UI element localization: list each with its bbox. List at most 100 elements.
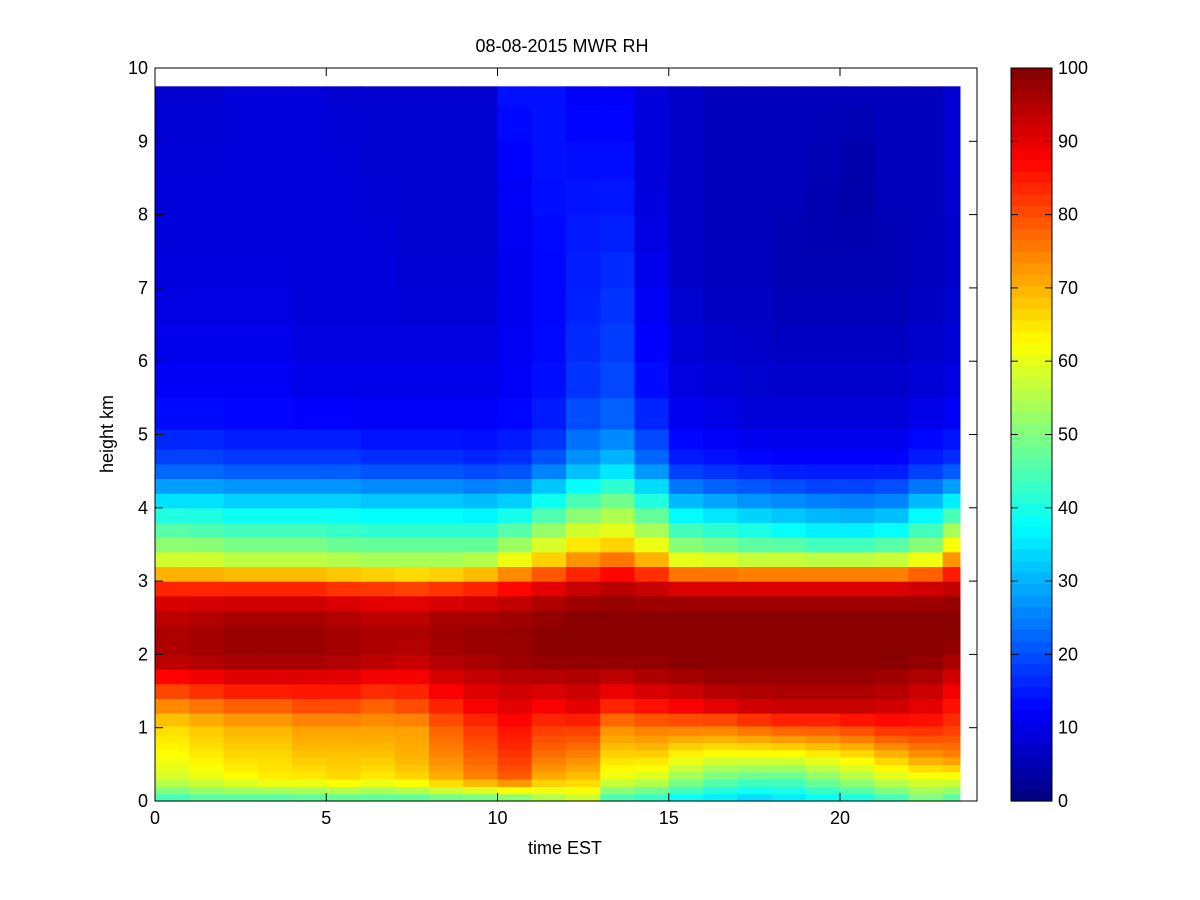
- y-tick-label: 2: [138, 644, 148, 664]
- heatmap-cell: [292, 104, 327, 142]
- heatmap-cell: [326, 749, 362, 758]
- heatmap-cell: [908, 141, 944, 179]
- heatmap-cell: [771, 595, 807, 612]
- heatmap-cell: [942, 522, 961, 538]
- heatmap-cell: [223, 595, 259, 612]
- heatmap-cell: [360, 698, 396, 714]
- heatmap-cell: [155, 397, 190, 430]
- heatmap-cell: [326, 324, 362, 362]
- heatmap-cell: [497, 764, 533, 773]
- heatmap-cell: [155, 463, 190, 480]
- heatmap-cell: [497, 779, 533, 787]
- heatmap-cell: [223, 463, 259, 480]
- heatmap-cell: [257, 251, 293, 289]
- heatmap-cell: [771, 735, 807, 743]
- heatmap-cell: [737, 625, 773, 641]
- colorbar-segment: [1011, 251, 1052, 264]
- heatmap-cell: [257, 610, 293, 626]
- heatmap-cell: [600, 669, 636, 685]
- heatmap-cell: [874, 493, 910, 509]
- heatmap-cell: [840, 683, 875, 699]
- colorbar-segment: [1011, 491, 1052, 504]
- heatmap-cell: [394, 669, 430, 685]
- heatmap-cell: [737, 595, 773, 612]
- heatmap-cell: [223, 742, 259, 751]
- heatmap-cell: [394, 713, 430, 727]
- y-axis-label: height km: [97, 395, 117, 473]
- heatmap-cell: [600, 742, 636, 751]
- colorbar-segment: [1011, 148, 1052, 161]
- heatmap-cell: [942, 764, 961, 773]
- colorbar-segment: [1011, 778, 1052, 791]
- heatmap-cell: [908, 551, 944, 568]
- heatmap-cell: [429, 214, 464, 252]
- heatmap-cell: [668, 478, 704, 494]
- heatmap-cell: [668, 177, 704, 216]
- heatmap-cell: [908, 522, 944, 538]
- heatmap-cell: [360, 86, 396, 106]
- heatmap-cell: [360, 566, 396, 582]
- heatmap-cell: [566, 86, 601, 106]
- heatmap-cell: [703, 287, 738, 326]
- colorbar: [1011, 68, 1052, 802]
- heatmap-cell: [223, 429, 259, 450]
- heatmap-cell: [771, 725, 807, 736]
- heatmap-cell: [394, 610, 430, 626]
- heatmap-cell: [634, 779, 670, 787]
- heatmap-cell: [805, 361, 841, 399]
- heatmap-cell: [394, 683, 430, 699]
- colorbar-segment: [1011, 675, 1052, 688]
- heatmap-cell: [326, 86, 362, 106]
- heatmap-cell: [737, 251, 773, 289]
- heatmap-cell: [874, 287, 910, 326]
- heatmap-cell: [531, 493, 567, 509]
- heatmap-cell: [326, 287, 362, 326]
- heatmap-cell: [223, 478, 259, 494]
- y-tick-label: 8: [138, 205, 148, 225]
- heatmap-cell: [874, 625, 910, 641]
- heatmap-cell: [600, 786, 636, 795]
- heatmap-cell: [429, 764, 464, 773]
- heatmap-cell: [668, 698, 704, 714]
- heatmap-cell: [463, 698, 499, 714]
- heatmap-cell: [840, 793, 875, 802]
- heatmap-cell: [155, 478, 190, 494]
- heatmap-cell: [292, 361, 327, 399]
- heatmap-cell: [360, 771, 396, 780]
- heatmap-cell: [360, 779, 396, 787]
- heatmap-cell: [531, 478, 567, 494]
- heatmap-cell: [908, 581, 944, 597]
- colorbar-segment: [1011, 411, 1052, 424]
- heatmap-cell: [223, 654, 259, 670]
- heatmap-cell: [429, 463, 464, 480]
- heatmap-cell: [566, 566, 601, 582]
- heatmap-cell: [634, 214, 670, 252]
- heatmap-cell: [840, 493, 875, 509]
- heatmap-cell: [840, 654, 875, 670]
- heatmap-cell: [326, 104, 362, 142]
- heatmap-cell: [668, 764, 704, 773]
- heatmap-cell: [771, 625, 807, 641]
- heatmap-cell: [634, 361, 670, 399]
- heatmap-cell: [394, 141, 430, 179]
- heatmap-cell: [360, 177, 396, 216]
- heatmap-cell: [908, 713, 944, 727]
- heatmap-cell: [874, 654, 910, 670]
- heatmap-cell: [805, 735, 841, 743]
- heatmap-cell: [257, 654, 293, 670]
- heatmap-cell: [703, 177, 738, 216]
- heatmap-cell: [771, 522, 807, 538]
- heatmap-cell: [840, 177, 875, 216]
- colorbar-segment: [1011, 709, 1052, 722]
- heatmap-cell: [360, 735, 396, 743]
- heatmap-cell: [942, 725, 961, 736]
- heatmap-cell: [360, 581, 396, 597]
- heatmap-cell: [463, 449, 499, 465]
- heatmap-cell: [566, 493, 601, 509]
- heatmap-cell: [771, 566, 807, 582]
- heatmap-cell: [600, 449, 636, 465]
- heatmap-cell: [874, 683, 910, 699]
- heatmap-cell: [942, 86, 961, 106]
- heatmap-cell: [840, 478, 875, 494]
- heatmap-cell: [463, 397, 499, 430]
